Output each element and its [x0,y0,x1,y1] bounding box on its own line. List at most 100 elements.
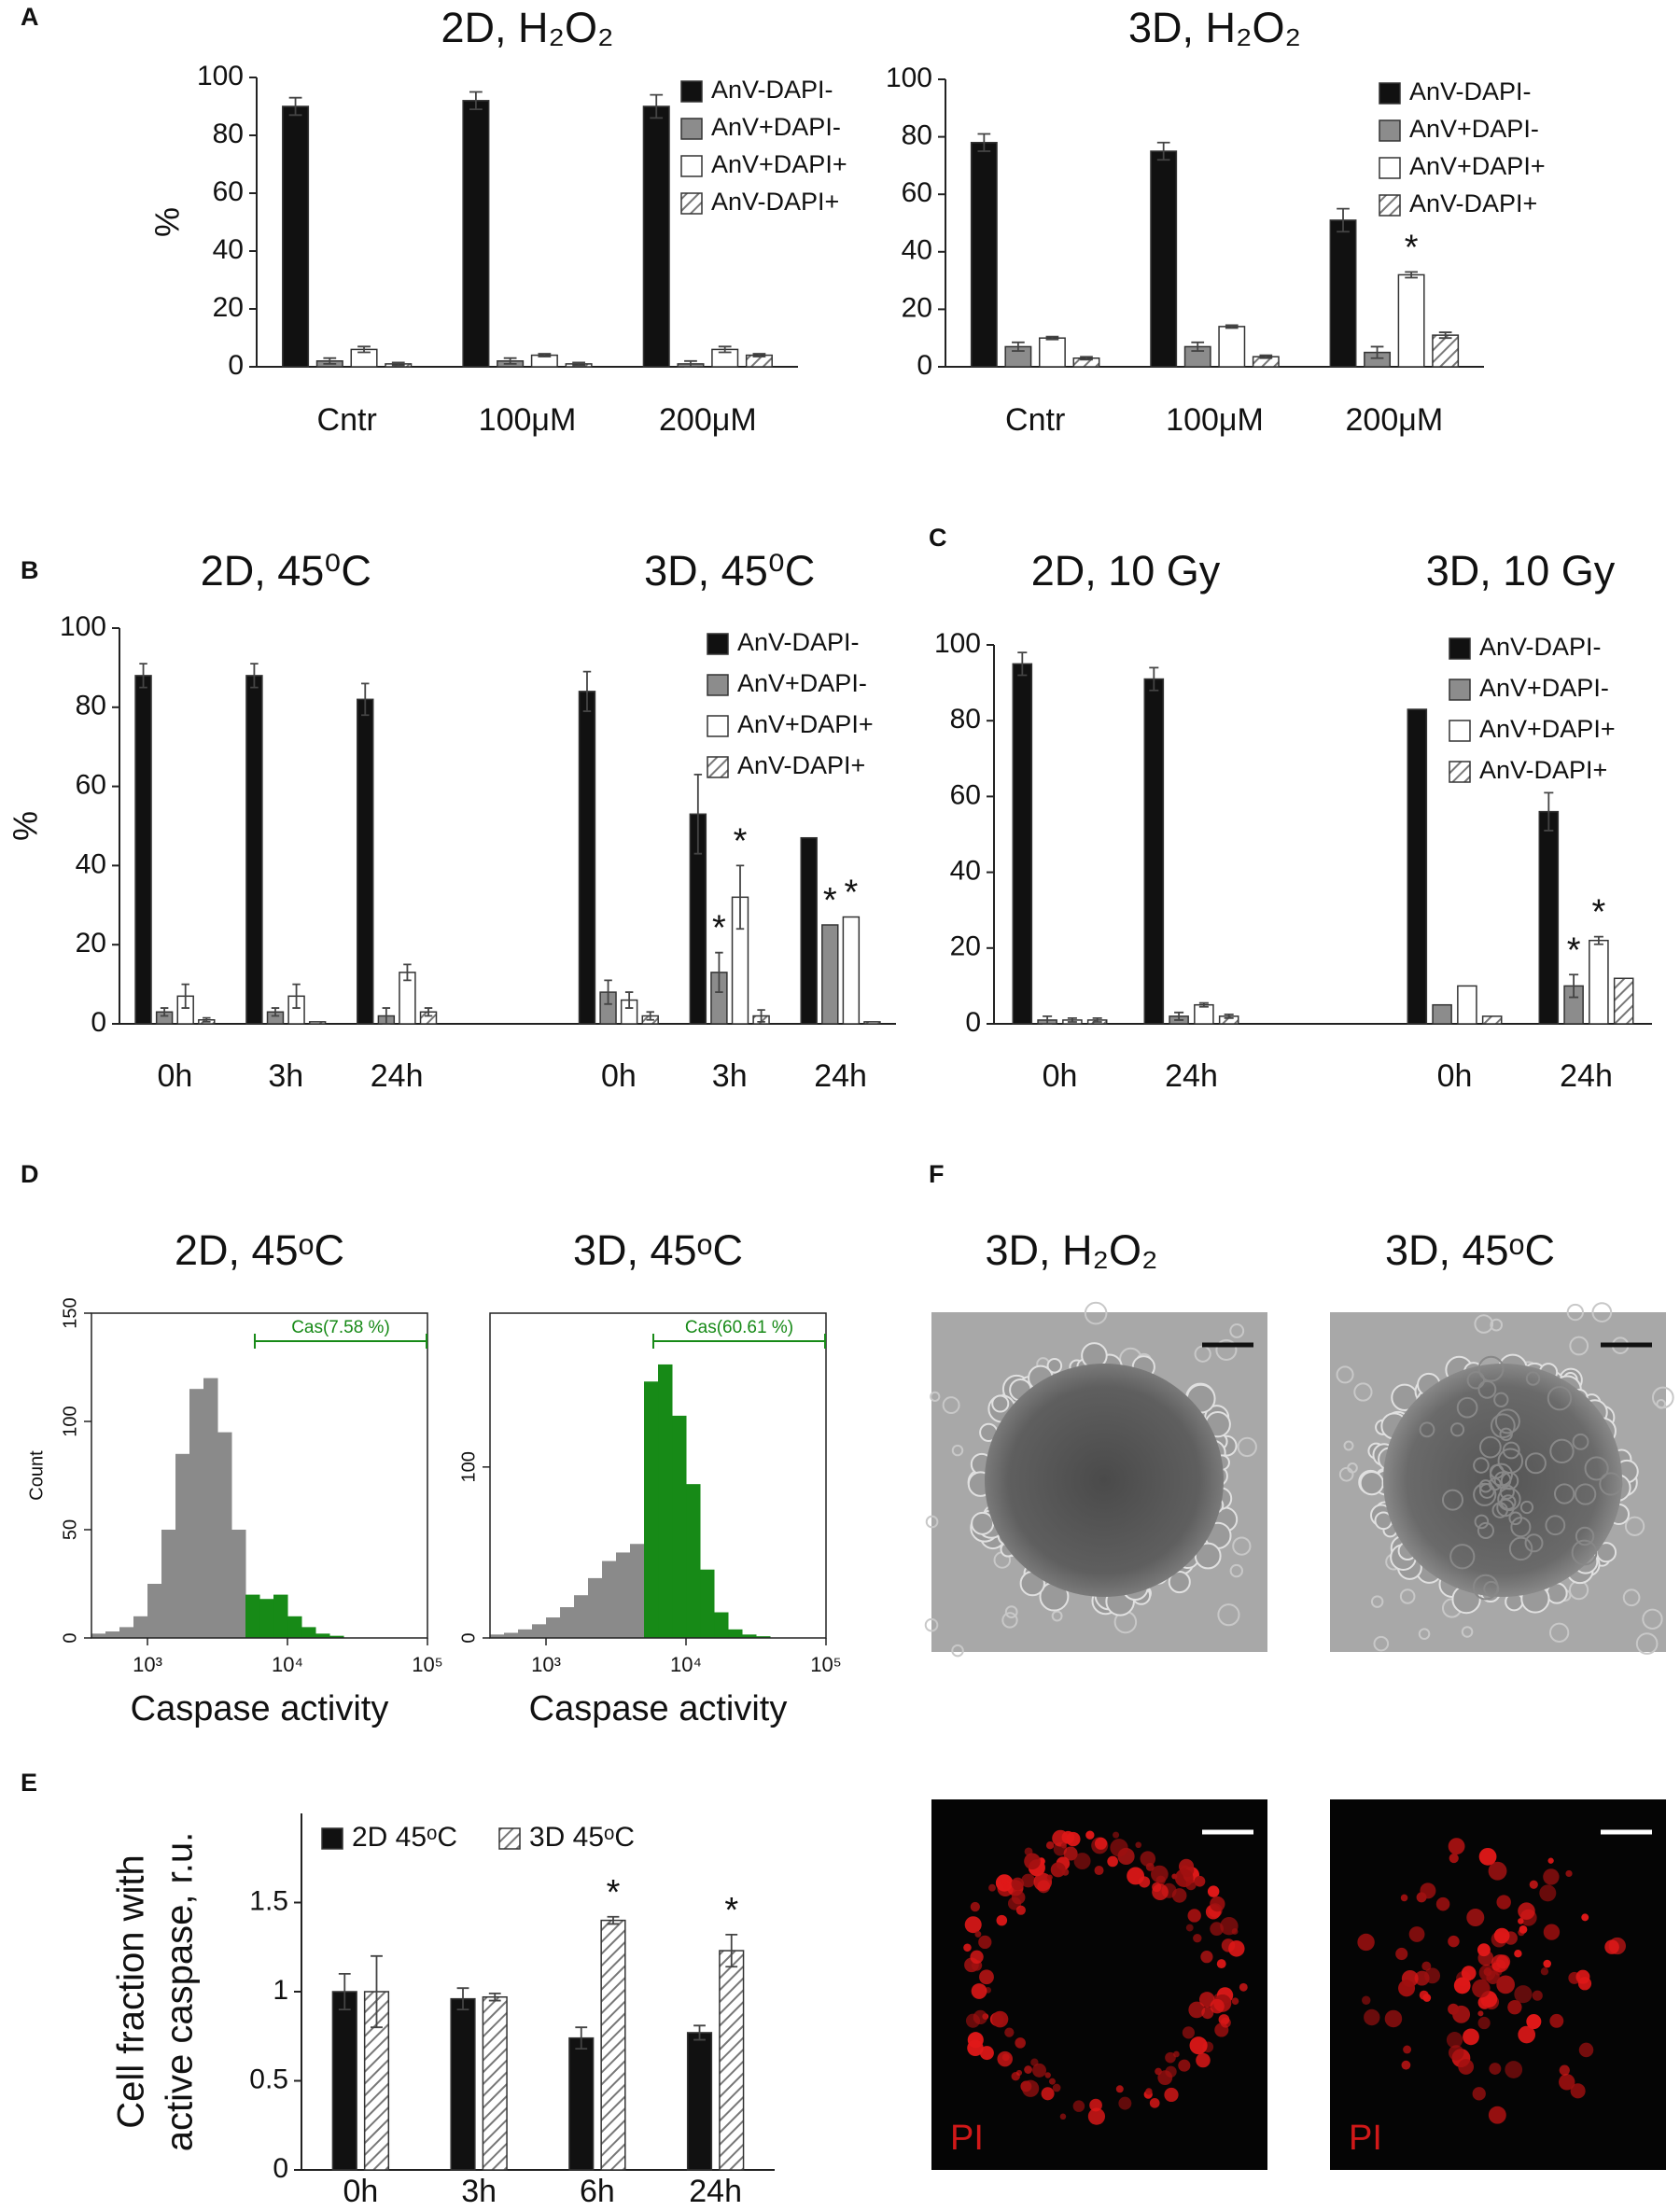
y-tick-label: 100 [458,1451,479,1482]
stained-cell [1477,1950,1494,1966]
histogram-bar [119,1627,134,1638]
error-bar [323,357,337,365]
texture [942,1396,960,1415]
error-bar [1438,331,1452,340]
chart-title: 3D, H₂O₂ [1128,4,1301,51]
stained-cell [1045,1840,1055,1850]
y-tick-label: 60 [950,779,981,810]
stained-cell [1526,2014,1542,2030]
bar [600,1919,626,2171]
stained-cell [1463,2028,1479,2046]
stained-cell [1037,1880,1051,1894]
bar [1329,219,1357,368]
x-axis-label: Caspase activity [131,1689,389,1728]
gate-label: Cas(7.58 %) [291,1318,390,1337]
error-bar [693,2024,706,2041]
panel-label: F [929,1160,945,1188]
error-bar [1593,935,1603,945]
stained-cell [1543,1868,1560,1885]
stained-cell [1519,1924,1528,1934]
stained-cell [1496,1895,1511,1910]
legend-label: AnV+DAPI+ [711,150,847,178]
stained-cell [1547,1857,1554,1864]
error-bar [1224,1013,1234,1019]
cell [1510,1517,1532,1538]
bar [642,105,670,368]
histogram-bar [245,1594,260,1638]
stained-cell [1052,2083,1061,2092]
y-tick-label: 60 [902,177,932,208]
stained-cell [1193,1933,1202,1943]
legend-label: AnV-DAPI- [1479,633,1602,661]
texture [1569,1336,1589,1356]
stained-cell [1420,1882,1436,1899]
error-bar [582,670,592,712]
stained-cell [1421,1961,1432,1971]
stained-cell [1543,1924,1561,1940]
stained-cell [1228,1940,1245,1957]
stained-cell [1570,2083,1586,2099]
legend-label: AnV+DAPI- [737,669,867,697]
y-tick-label: 60 [213,176,244,207]
y-tick-label: 60 [76,770,106,801]
bar [1397,273,1425,368]
x-tick-label: 0h [601,1058,637,1094]
y-tick-label: 20 [902,292,932,323]
texture [1418,1628,1431,1640]
stained-cell [1060,1842,1067,1849]
panel-label: B [21,556,39,584]
stained-cell [1518,1918,1524,1924]
x-tick-label: 0h [158,1058,193,1094]
legend-label: AnV-DAPI+ [1479,756,1607,784]
texture [1232,1536,1252,1556]
legend-swatch [707,715,729,737]
stained-cell [1231,1997,1239,2005]
stained-cell [1118,2096,1132,2110]
stained-cell [1048,2078,1056,2085]
stained-cell [1477,2016,1491,2030]
legend-swatch [1449,679,1471,701]
stained-cell [1565,1869,1573,1878]
plot-frame [489,1312,827,1639]
texture [1229,1563,1243,1578]
error-bar [361,682,370,717]
gate-label: Cas(60.61 %) [685,1318,793,1337]
stained-cell [1446,2032,1463,2049]
stained-cell [965,2013,981,2028]
chart-title: 3D, 45ᵒC [573,1226,743,1274]
stained-cell [1200,1993,1208,2000]
histogram-bar [231,1530,246,1638]
error-bar [288,96,302,117]
x-tick-label: 10³ [531,1653,561,1676]
texture [1004,1605,1018,1618]
chart-title: 2D, 10 Gy [1031,547,1221,595]
histogram-bar [301,1627,316,1638]
cell [971,1511,995,1535]
stained-cell [1178,2059,1191,2072]
stained-cell [1478,1847,1497,1866]
texture [1490,1318,1504,1332]
stained-cell [1549,2013,1564,2028]
texture [1548,1622,1570,1643]
error-bar [1259,354,1273,359]
stained-cell [1024,2065,1032,2074]
histogram-bar [147,1584,162,1638]
cell [1456,1396,1478,1419]
stained-cell [1364,2008,1380,2026]
stained-cell [1089,2098,1102,2112]
texture [1215,1338,1238,1361]
legend-swatch [680,155,703,177]
stained-cell [1094,1837,1108,1850]
histogram-bar [329,1635,344,1638]
bar [1457,985,1477,1025]
texture [925,1515,939,1529]
error-bar [338,1973,351,2010]
cell [991,1394,1010,1413]
error-bar [1174,1011,1184,1021]
texture [1338,1466,1354,1482]
texture [1591,1302,1613,1322]
stained-cell [1489,2063,1502,2075]
brightfield-image [924,1301,1267,1658]
cell [1499,1484,1515,1500]
y-axis-label: % [148,207,187,237]
